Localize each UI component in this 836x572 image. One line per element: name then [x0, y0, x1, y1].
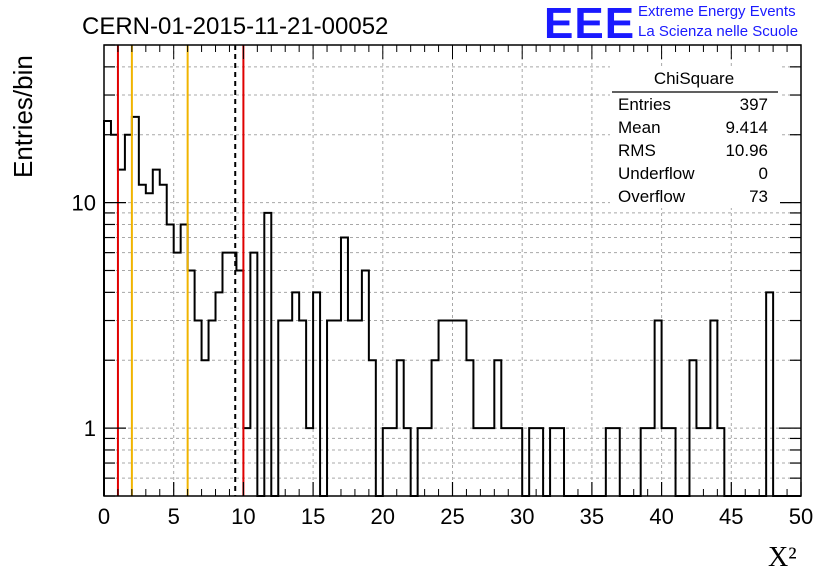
y-tick-label: 1 — [84, 416, 96, 441]
stats-row-value: 10.96 — [725, 141, 768, 160]
stats-row-label: Underflow — [618, 164, 695, 183]
x-tick-label: 5 — [168, 504, 180, 529]
y-tick-labels: 1 10 — [72, 191, 96, 442]
branding-line-2: La Scienza nelle Scuole — [638, 23, 799, 40]
x-tick-label: 50 — [789, 504, 813, 529]
x-tick-label: 45 — [719, 504, 743, 529]
stats-row-value: 0 — [759, 164, 768, 183]
stats-title: ChiSquare — [654, 69, 734, 88]
x-axis-label: X² — [768, 542, 797, 572]
stats-row-value: 397 — [740, 95, 768, 114]
eee-logo: EEE — [544, 0, 636, 48]
stats-row-label: RMS — [618, 141, 656, 160]
x-tick-label: 0 — [98, 504, 110, 529]
x-tick-label: 10 — [231, 504, 255, 529]
histogram-line — [103, 115, 801, 497]
stats-row-label: Entries — [618, 95, 671, 114]
stats-row-label: Mean — [618, 118, 661, 137]
y-tick-label: 10 — [72, 191, 96, 216]
stats-row-label: Overflow — [618, 187, 686, 206]
axis-ticks — [103, 44, 802, 497]
chart-title: CERN-01-2015-11-21-00052 — [82, 13, 388, 40]
x-tick-label: 15 — [301, 504, 325, 529]
stats-row-value: 9.414 — [725, 118, 768, 137]
stats-box-background — [610, 66, 780, 208]
x-tick-label: 20 — [371, 504, 395, 529]
x-tick-label: 25 — [440, 504, 464, 529]
reference-lines — [116, 45, 245, 496]
branding-line-1: Extreme Energy Events — [638, 3, 796, 20]
x-tick-label: 40 — [649, 504, 673, 529]
x-tick-labels: 0 5 10 15 20 25 30 35 40 45 50 — [98, 504, 813, 529]
stats-row-value: 73 — [749, 187, 768, 206]
y-axis-label: Entries/bin — [8, 55, 38, 178]
x-tick-label: 35 — [580, 504, 604, 529]
stats-box: ChiSquare Entries 397 Mean 9.414 RMS 10.96 Und… — [610, 66, 780, 208]
stats-rows: Entries 397 Mean 9.414 RMS 10.96 Underflow 0 Ove… — [618, 95, 768, 206]
x-tick-label: 30 — [510, 504, 534, 529]
